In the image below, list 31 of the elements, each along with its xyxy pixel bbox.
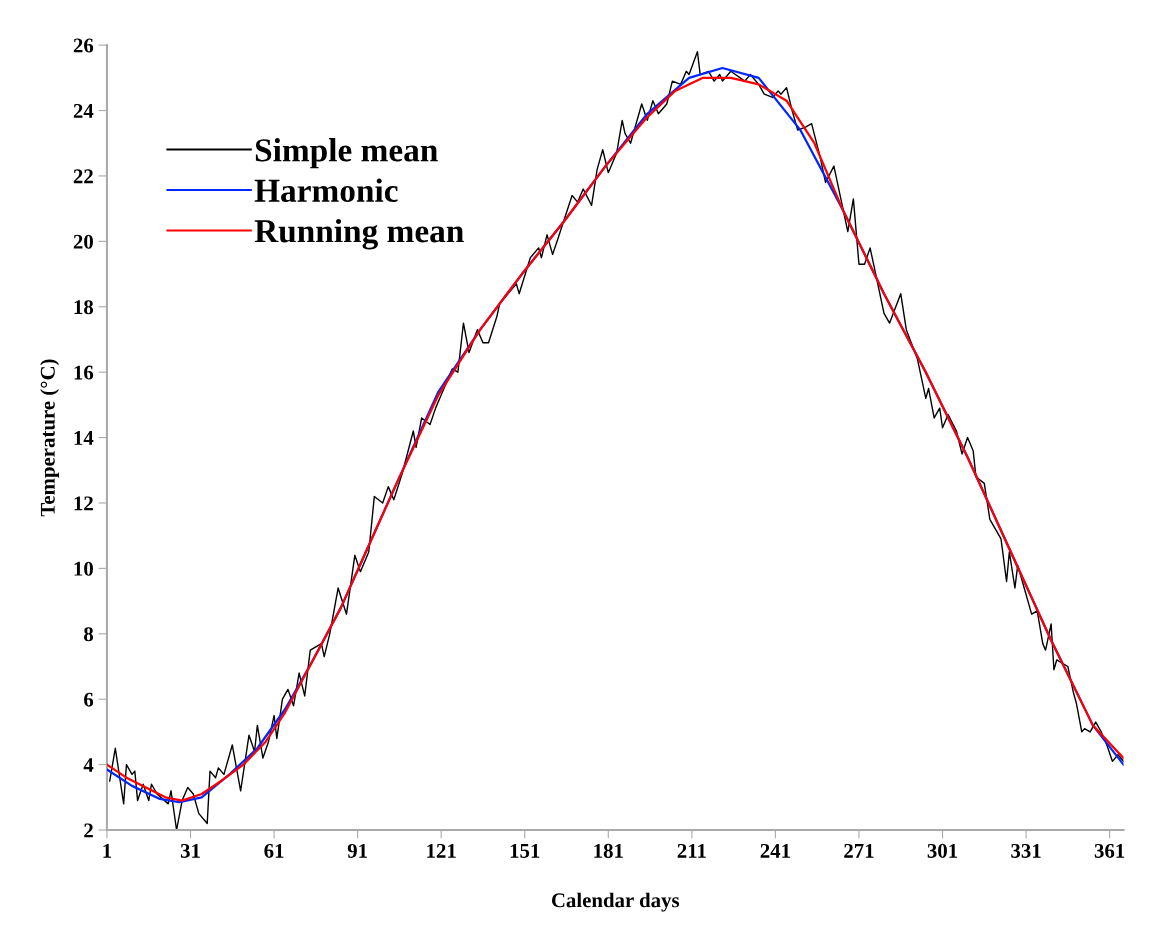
x-tick-label: 91 [347,843,367,858]
y-tick-label: 2 [84,823,93,838]
legend-label: Harmonic [254,178,398,203]
x-tick-label: 271 [844,843,874,858]
y-tick-label: 4 [83,758,94,772]
x-tick-label: 121 [427,843,456,858]
y-tick-label: 16 [74,365,94,380]
y-tick-label: 20 [73,234,93,249]
y-tick-label: 14 [74,431,94,445]
x-tick-label: 361 [1094,843,1125,858]
y-tick-label: 26 [73,38,94,53]
x-tick-label: 151 [510,843,540,858]
y-tick-label: 10 [74,561,93,576]
x-tick-label: 181 [594,843,623,858]
x-tick-label: 61 [264,843,284,858]
legend-label: Running mean [254,218,464,250]
legend-label: Simple mean [255,138,438,169]
x-tick-label: 1 [103,843,112,858]
y-tick-label: 24 [73,103,94,118]
y-axis-title: Temperature (°C) [40,359,60,517]
y-tick-label: 8 [84,627,94,642]
x-tick-label: 241 [760,843,790,858]
y-tick-label: 12 [74,496,93,511]
x-tick-label: 301 [927,843,958,858]
x-axis-title: Calendar days [551,892,680,912]
x-tick-label: 211 [677,843,706,858]
y-tick-label: 6 [84,692,94,707]
x-tick-label: 31 [180,843,200,858]
y-tick-label: 22 [73,169,93,184]
x-tick-label: 331 [1011,843,1041,858]
y-tick-label: 18 [74,300,94,315]
